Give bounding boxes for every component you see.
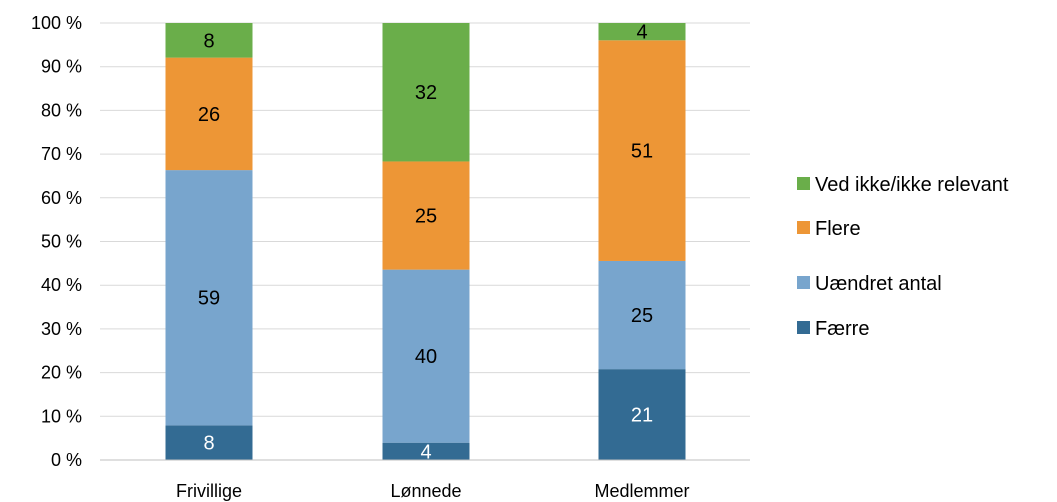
bar-segment bbox=[165, 57, 253, 171]
y-axis: 0 % 10 % 20 % 30 % 40 % 50 % 60 % 70 % 80 % 90 % 1… bbox=[31, 13, 82, 470]
bar-segment bbox=[382, 442, 470, 460]
data-label: 8 bbox=[203, 30, 214, 52]
legend-label: Færre bbox=[815, 318, 869, 340]
legend-label: Flere bbox=[815, 218, 861, 240]
legend-swatch bbox=[797, 221, 810, 234]
y-tick-label: 40 % bbox=[41, 275, 82, 295]
bar-segment bbox=[382, 269, 470, 443]
y-tick-label: 30 % bbox=[41, 319, 82, 339]
y-tick-label: 90 % bbox=[41, 57, 82, 77]
x-axis: Frivillige Lønnede Medlemmer bbox=[100, 459, 750, 501]
bar-segment bbox=[382, 161, 470, 270]
bar-segment bbox=[165, 170, 253, 426]
y-tick-label: 0 % bbox=[51, 450, 82, 470]
legend-swatch bbox=[797, 177, 810, 190]
data-label: 32 bbox=[415, 82, 437, 104]
legend-swatch bbox=[797, 276, 810, 289]
bar-segment bbox=[165, 425, 253, 460]
data-label: 51 bbox=[631, 141, 653, 163]
y-tick-label: 70 % bbox=[41, 144, 82, 164]
bar-segment bbox=[598, 23, 686, 41]
bar-segment bbox=[598, 260, 686, 370]
data-label: 40 bbox=[415, 346, 437, 368]
data-label: 4 bbox=[420, 441, 431, 463]
bar-segment bbox=[382, 23, 470, 162]
legend-swatch bbox=[797, 321, 810, 334]
data-label: 25 bbox=[415, 206, 437, 228]
y-tick-label: 50 % bbox=[41, 232, 82, 252]
data-label: 8 bbox=[203, 433, 214, 455]
x-category-label: Frivillige bbox=[176, 481, 242, 501]
data-label: 4 bbox=[636, 22, 647, 44]
y-tick-label: 10 % bbox=[41, 406, 82, 426]
bar-segment bbox=[598, 40, 686, 261]
legend-label: Uændret antal bbox=[815, 273, 942, 295]
data-label: 21 bbox=[631, 405, 653, 427]
y-tick-label: 100 % bbox=[31, 13, 82, 33]
data-label: 26 bbox=[198, 104, 220, 126]
bars: 8 59 26 8 4 40 25 32 21 25 51 4 bbox=[165, 22, 686, 463]
y-tick-label: 60 % bbox=[41, 188, 82, 208]
x-category-label: Medlemmer bbox=[594, 481, 689, 501]
legend-label: Ved ikke/ikke relevant bbox=[815, 174, 1009, 196]
y-tick-label: 80 % bbox=[41, 100, 82, 120]
data-label: 59 bbox=[198, 288, 220, 310]
legend: Ved ikke/ikke relevant Flere Uændret antal… bbox=[797, 174, 1009, 340]
x-category-label: Lønnede bbox=[390, 481, 461, 501]
y-tick-label: 20 % bbox=[41, 363, 82, 383]
bar-segment bbox=[165, 23, 253, 58]
data-label: 25 bbox=[631, 305, 653, 327]
bar-segment bbox=[598, 369, 686, 460]
